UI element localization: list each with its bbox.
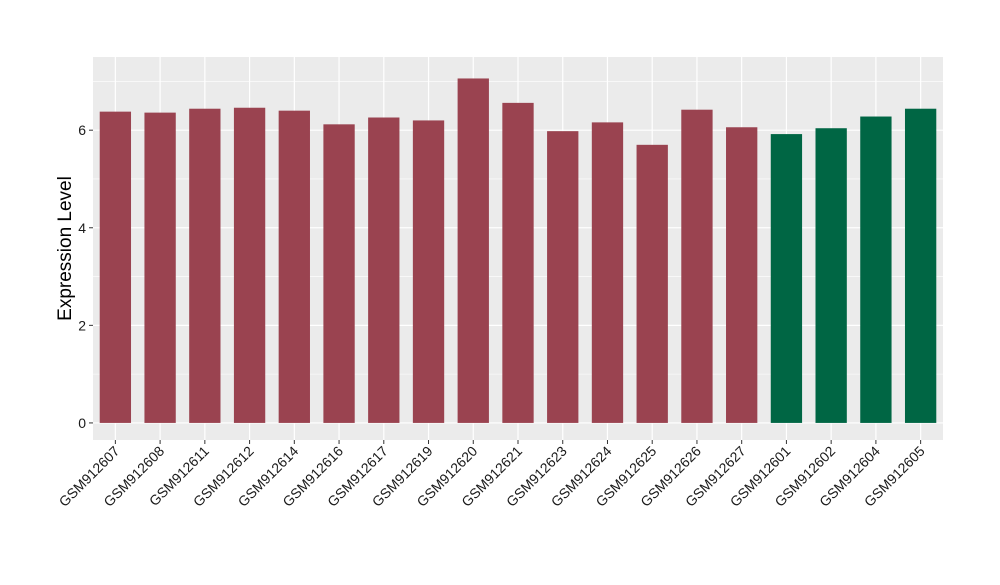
bar-gsm912624	[591, 122, 624, 423]
bars	[99, 78, 937, 423]
bar-gsm912612	[233, 107, 266, 423]
y-axis-title: Expression Level	[55, 176, 76, 321]
y-tick-label: 6	[78, 122, 86, 138]
bar-gsm912625	[636, 144, 668, 423]
bar-gsm912626	[681, 109, 713, 423]
bar-gsm912601	[770, 134, 803, 423]
x-axis: GSM912607GSM912608GSM912611GSM912612GSM9…	[56, 440, 928, 510]
bar-gsm912623	[547, 131, 579, 423]
y-tick-label: 4	[78, 220, 86, 236]
bar-gsm912607	[99, 111, 132, 423]
bar-gsm912619	[412, 120, 445, 423]
bar-gsm912608	[144, 112, 176, 423]
bar-gsm912602	[815, 128, 847, 423]
bar-gsm912617	[368, 117, 400, 423]
y-tick-label: 2	[78, 317, 86, 333]
bar-gsm912616	[323, 124, 355, 423]
bar-gsm912621	[502, 102, 534, 423]
bar-gsm912614	[278, 110, 310, 423]
y-axis: 0 2 4 6	[78, 122, 93, 431]
bar-gsm912605	[904, 108, 937, 423]
bar-gsm912604	[860, 116, 892, 423]
bar-gsm912620	[457, 78, 489, 423]
bar-gsm912611	[189, 108, 221, 423]
bar-gsm912627	[726, 127, 758, 423]
y-tick-label: 0	[78, 415, 86, 431]
